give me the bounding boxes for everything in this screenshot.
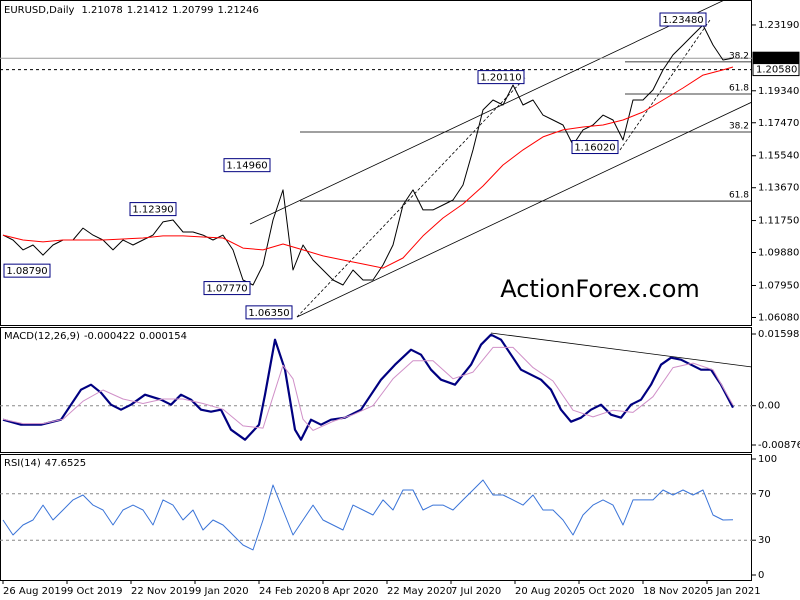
header-item: EURUSD,Daily xyxy=(4,5,75,16)
y-tick-label: 0.00 xyxy=(758,401,780,412)
y-tick-label: 70 xyxy=(758,489,771,500)
x-tick-label: 7 Jul 2020 xyxy=(451,586,501,597)
header-item: 1.21078 xyxy=(81,5,122,16)
x-tick-label: 5 Jan 2021 xyxy=(707,586,761,597)
panel-header: MACD(12,26,9) -0.000422 0.000154 xyxy=(4,331,187,342)
header-item: 1.21412 xyxy=(127,5,168,16)
y-tick-label: 1.11750 xyxy=(758,216,799,227)
fib-label: 61.8 xyxy=(729,84,749,94)
header-item: 1.20799 xyxy=(172,5,213,16)
rsi-panel xyxy=(0,454,752,581)
panel-header: EURUSD,Daily 1.21078 1.21412 1.20799 1.21246 xyxy=(4,5,259,16)
annotation-box xyxy=(223,158,271,173)
y-tick-label: 1.17470 xyxy=(758,118,799,129)
series-line xyxy=(2,479,734,551)
annotation-label: 1.23480 xyxy=(662,15,703,26)
header-item: RSI(14) xyxy=(4,458,41,469)
series-line xyxy=(2,24,734,286)
x-tick-label: 24 Feb 2020 xyxy=(259,586,321,597)
x-tick-label: 18 Nov 2020 xyxy=(643,586,707,597)
annotation-label: 1.20110 xyxy=(480,73,521,84)
series-line xyxy=(2,333,734,441)
annotation-box xyxy=(659,12,707,27)
y-tick-label: 1.09880 xyxy=(758,248,799,259)
annotation-box xyxy=(571,140,619,155)
fib-label: 38.2 xyxy=(729,51,749,61)
header-item: 0.000154 xyxy=(139,331,187,342)
y-tick-label: 30 xyxy=(758,535,771,546)
annotation-label: 1.12390 xyxy=(132,205,173,216)
channel-upper xyxy=(249,0,726,225)
y-tick-label: 1.19340 xyxy=(758,86,799,97)
macd-panel xyxy=(0,327,752,453)
plot-area xyxy=(0,479,752,551)
x-tick-label: 22 May 2020 xyxy=(387,586,452,597)
annotation-label: 1.14960 xyxy=(226,161,267,172)
price-marker-label: 1.20580 xyxy=(756,65,797,76)
trend-dashed xyxy=(619,19,711,151)
x-tick-label: 5 Oct 2020 xyxy=(579,586,634,597)
macd-trendline xyxy=(490,332,752,368)
plot-area xyxy=(0,333,752,441)
y-tick-label: 1.13670 xyxy=(758,183,799,194)
series-line xyxy=(2,346,734,431)
watermark: ActionForex.com xyxy=(500,275,700,303)
x-tick-label: 9 Oct 2019 xyxy=(67,586,122,597)
annotation-label: 1.07770 xyxy=(206,284,247,295)
y-tick-label: 1.06080 xyxy=(758,312,799,323)
fib-label: 38.2 xyxy=(729,121,749,131)
series-line xyxy=(2,66,734,269)
price-marker-box xyxy=(752,63,800,77)
y-tick-label: 1.07950 xyxy=(758,281,799,292)
y-tick-label: 1.23190 xyxy=(758,20,799,31)
annotation-box xyxy=(477,70,525,85)
header-item: 47.6525 xyxy=(45,458,86,469)
header-item: -0.000422 xyxy=(84,331,135,342)
header-item: MACD(12,26,9) xyxy=(4,331,80,342)
x-tick-label: 20 Aug 2020 xyxy=(515,586,579,597)
annotation-box xyxy=(203,281,251,296)
price-marker-label: 1.21246 xyxy=(756,53,797,64)
x-tick-label: 9 Jan 2020 xyxy=(195,586,249,597)
y-tick-label: 1.15540 xyxy=(758,151,799,162)
annotation-box xyxy=(3,263,51,278)
channel-lower xyxy=(296,101,752,318)
trendlines xyxy=(249,0,752,318)
annotation-box xyxy=(245,305,293,320)
annotation-label: 1.06350 xyxy=(248,308,289,319)
header-item: 1.21246 xyxy=(218,5,259,16)
annotation-box xyxy=(129,202,177,217)
y-tick-label: 0 xyxy=(758,570,764,581)
panel-header: RSI(14) 47.6525 xyxy=(4,458,86,469)
fib-label: 61.8 xyxy=(729,191,749,201)
x-tick-label: 8 Apr 2020 xyxy=(323,586,378,597)
x-tick-label: 26 Aug 2019 xyxy=(3,586,67,597)
x-tick-label: 22 Nov 2019 xyxy=(131,586,195,597)
y-tick-label: 0.015983 xyxy=(758,329,800,340)
y-tick-label: -0.008762 xyxy=(758,440,800,451)
annotation-label: 1.08790 xyxy=(6,266,47,277)
y-tick-label: 100 xyxy=(758,454,777,465)
trend-dashed xyxy=(296,77,526,318)
annotation-label: 1.16020 xyxy=(574,143,615,154)
price-panel xyxy=(0,0,752,326)
plot-area xyxy=(0,24,752,286)
